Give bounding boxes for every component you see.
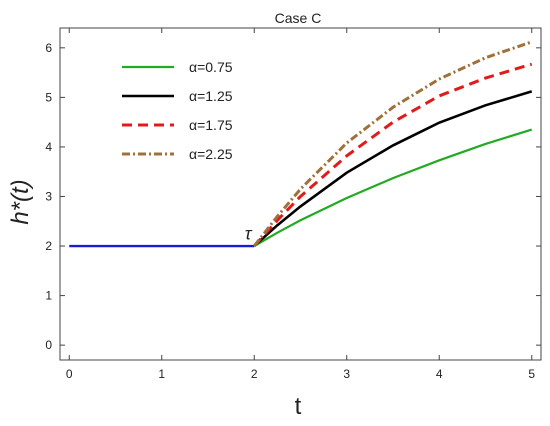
x-tick-label: 4 xyxy=(436,367,443,381)
series-line-3 xyxy=(253,62,533,248)
series-line-1 xyxy=(253,128,533,247)
legend-label-3: α=1.75 xyxy=(189,117,233,133)
tau-annotation: τ xyxy=(245,224,253,244)
x-tick-label: 5 xyxy=(528,367,535,381)
series-line-2 xyxy=(253,90,533,247)
y-axis-label: h*(t) xyxy=(7,179,34,224)
x-tick-label: 2 xyxy=(251,367,258,381)
x-axis-ticks: 0 1 2 3 4 5 xyxy=(66,28,535,381)
x-axis-label: t xyxy=(295,393,302,420)
y-tick-label: 0 xyxy=(45,338,52,352)
y-tick-label: 4 xyxy=(45,140,52,154)
y-tick-label: 3 xyxy=(45,189,52,203)
y-tick-label: 2 xyxy=(45,239,52,253)
y-tick-label: 1 xyxy=(45,289,52,303)
plot-frame xyxy=(59,27,542,361)
series-layer xyxy=(69,40,533,248)
x-tick-label: 0 xyxy=(66,367,73,381)
legend: α=0.75 α=1.25 α=1.75 α=2.25 xyxy=(122,59,233,162)
plot-border xyxy=(59,27,542,361)
legend-label-4: α=2.25 xyxy=(189,146,233,162)
series-line-4 xyxy=(253,40,533,247)
legend-label-2: α=1.25 xyxy=(189,88,233,104)
y-axis-ticks: 0 1 2 3 4 5 6 xyxy=(45,41,541,352)
legend-label-1: α=0.75 xyxy=(189,59,233,75)
y-tick-label: 5 xyxy=(45,90,52,104)
x-tick-label: 1 xyxy=(158,367,165,381)
y-tick-label: 6 xyxy=(45,41,52,55)
x-tick-label: 3 xyxy=(343,367,350,381)
chart-title: Case C xyxy=(275,10,322,26)
